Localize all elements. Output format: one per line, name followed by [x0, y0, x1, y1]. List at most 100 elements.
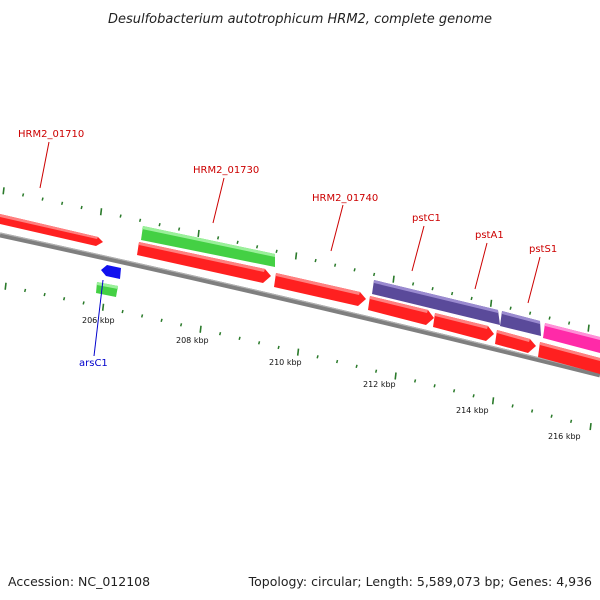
minor-tick [333, 263, 337, 267]
minor-tick [177, 227, 181, 231]
leader-line-hrm2-01740 [330, 204, 344, 252]
minor-tick [450, 291, 454, 296]
minor-tick [355, 364, 358, 369]
minor-tick [353, 268, 356, 272]
minor-tick [411, 282, 415, 286]
leader-line-arsc1 [93, 279, 104, 357]
major-tick [489, 299, 493, 307]
gene-arrow-red-a[interactable] [368, 296, 434, 325]
minor-tick [82, 301, 85, 305]
minor-tick [60, 201, 64, 205]
leader-line-hrm2-01710 [39, 141, 50, 189]
gene-arrow-red-d[interactable] [538, 342, 600, 374]
minor-tick [218, 332, 222, 336]
gene-arrow-hrm2-01730-shine [139, 242, 265, 272]
map-title: Desulfobacterium autotrophicum HRM2, com… [108, 12, 492, 27]
minor-tick [275, 249, 278, 254]
genome-backbone-highlight [0, 232, 600, 374]
gene-arrow-hrm2-01710-shine [0, 214, 98, 239]
gene-label-hrm2-01740: HRM2_01740 [312, 193, 378, 204]
major-tick [491, 397, 495, 405]
gene-psta1[interactable] [500, 311, 541, 336]
minor-tick [413, 379, 417, 383]
gene-psta1-shine [502, 311, 540, 324]
minor-tick [316, 355, 319, 359]
minor-tick [121, 309, 124, 314]
major-tick [99, 208, 103, 216]
minor-tick [511, 404, 514, 408]
leader-line-psts1 [527, 256, 541, 304]
minor-tick [528, 311, 532, 315]
gene-arrow-red-c[interactable] [495, 330, 536, 353]
gene-psts1-shine [545, 323, 600, 340]
minor-tick [550, 414, 553, 418]
gene-arrow-hrm2-01730[interactable] [137, 242, 271, 283]
gene-arrow-red-d-shine [540, 342, 600, 361]
scale-label-210: 210 kbp [269, 358, 302, 367]
gene-green-upper[interactable] [141, 226, 275, 267]
leader-line-hrm2-01730 [212, 177, 225, 224]
minor-tick [43, 292, 46, 297]
leader-line-pstc1 [411, 225, 425, 272]
inner-tick-track [4, 282, 592, 431]
minor-tick [179, 323, 183, 327]
gene-label-hrm2-01710: HRM2_01710 [18, 129, 84, 140]
genome-backbone [0, 232, 600, 378]
gene-label-psta1: pstA1 [475, 230, 504, 241]
minor-tick [335, 359, 339, 364]
minor-tick [314, 258, 317, 263]
gene-pstc1-shine [374, 280, 498, 313]
minor-tick [160, 318, 163, 323]
gene-arrow-red-c-shine [497, 330, 530, 342]
minor-tick [569, 419, 573, 424]
major-tick [4, 282, 7, 290]
minor-tick [216, 236, 220, 240]
minor-tick [530, 409, 534, 413]
leader-line-psta1 [474, 242, 488, 290]
major-tick [2, 187, 5, 195]
minor-tick [80, 205, 83, 210]
gene-arrow-red-a-shine [370, 296, 428, 313]
minor-tick [158, 222, 161, 227]
gene-psts1[interactable] [543, 323, 600, 353]
minor-tick [509, 306, 512, 310]
minor-tick [372, 272, 376, 277]
minor-tick [140, 314, 144, 318]
scale-label-212: 212 kbp [363, 380, 396, 389]
gene-label-psts1: pstS1 [529, 244, 557, 255]
minor-tick [238, 336, 241, 340]
scale-label-214: 214 kbp [456, 406, 489, 415]
minor-tick [431, 287, 434, 291]
minor-tick [452, 389, 456, 393]
scale-label-206: 206 kbp [82, 316, 115, 325]
major-tick [296, 348, 300, 356]
gene-label-pstc1: pstC1 [412, 213, 441, 224]
gene-arrow-hrm2-01740[interactable] [274, 273, 366, 306]
gene-pstc1[interactable] [372, 280, 500, 325]
minor-tick [548, 316, 551, 320]
major-tick [101, 303, 105, 311]
major-tick [199, 325, 202, 333]
major-tick [197, 229, 200, 238]
gene-arrow-red-b-shine [435, 313, 488, 329]
minor-tick [138, 218, 142, 223]
minor-tick [374, 369, 378, 373]
major-tick [587, 324, 590, 332]
minor-tick [21, 193, 25, 197]
minor-tick [277, 345, 280, 350]
accession-text: Accession: NC_012108 [8, 574, 150, 589]
minor-tick [119, 214, 122, 218]
gene-arrow-red-b[interactable] [433, 313, 494, 341]
minor-tick [236, 240, 239, 245]
gene-label-hrm2-01730: HRM2_01730 [193, 165, 259, 176]
minor-tick [257, 341, 261, 345]
major-tick [394, 372, 397, 380]
minor-tick [255, 245, 259, 249]
minor-tick [470, 296, 473, 301]
minor-tick [41, 197, 44, 201]
outer-tick-track [2, 187, 590, 332]
minor-tick [472, 394, 475, 398]
major-tick [589, 422, 592, 431]
minor-tick [23, 288, 27, 293]
gene-arsc1[interactable] [101, 265, 121, 279]
